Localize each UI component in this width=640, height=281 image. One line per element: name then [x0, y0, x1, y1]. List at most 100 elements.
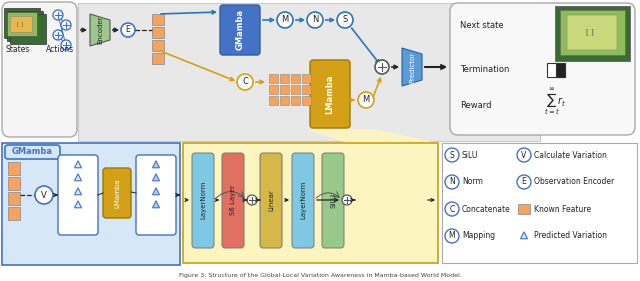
FancyBboxPatch shape [58, 155, 98, 235]
Circle shape [121, 23, 135, 37]
Text: Observation Encoder: Observation Encoder [534, 178, 614, 187]
Bar [280, 85, 289, 94]
Circle shape [53, 30, 63, 40]
Bar [567, 15, 617, 50]
Bar [280, 96, 289, 105]
Bar [269, 74, 278, 83]
Polygon shape [74, 201, 81, 208]
Bar [152, 14, 164, 25]
Text: Predicted Variation: Predicted Variation [534, 232, 607, 241]
Text: Next state: Next state [460, 21, 504, 30]
Text: S: S [450, 151, 454, 160]
Polygon shape [152, 188, 159, 195]
Text: Known Feature: Known Feature [534, 205, 591, 214]
Circle shape [517, 148, 531, 162]
Bar [302, 96, 311, 105]
Text: LMamba: LMamba [114, 178, 120, 208]
Text: V: V [41, 191, 47, 200]
Circle shape [337, 12, 353, 28]
FancyBboxPatch shape [450, 3, 635, 135]
Bar [7, 11, 43, 41]
Text: Figure 3: Structure of the Global-Local Variation Awareness in Mamba-based World: Figure 3: Structure of the Global-Local … [179, 273, 461, 278]
Bar [8, 177, 20, 190]
Polygon shape [74, 161, 81, 168]
Text: Mapping: Mapping [462, 232, 495, 241]
Circle shape [445, 202, 459, 216]
Circle shape [358, 92, 374, 108]
Text: Encoder: Encoder [97, 16, 103, 44]
Text: Concatenate: Concatenate [462, 205, 511, 214]
Text: [ ]: [ ] [586, 29, 594, 35]
Text: [ ]: [ ] [17, 22, 23, 26]
Circle shape [237, 74, 253, 90]
Text: N: N [312, 15, 318, 24]
Text: C: C [449, 205, 454, 214]
Circle shape [61, 40, 71, 50]
Text: Linear: Linear [268, 189, 274, 211]
Text: SiLU: SiLU [462, 151, 478, 160]
Text: GMamba: GMamba [236, 10, 244, 51]
Text: Reward: Reward [460, 101, 492, 110]
Bar [442, 143, 637, 263]
Circle shape [307, 12, 323, 28]
Bar [152, 53, 164, 64]
Bar [269, 85, 278, 94]
Text: S: S [342, 15, 348, 24]
FancyBboxPatch shape [322, 153, 344, 248]
Text: M: M [449, 232, 455, 241]
Bar [269, 96, 278, 105]
Bar [302, 74, 311, 83]
Bar [183, 143, 438, 263]
Bar [280, 74, 289, 83]
Text: C: C [242, 78, 248, 87]
Polygon shape [520, 232, 527, 239]
Bar [4, 8, 40, 38]
Bar [78, 3, 540, 141]
Text: LayerNorm: LayerNorm [200, 181, 206, 219]
Polygon shape [74, 188, 81, 195]
FancyBboxPatch shape [292, 153, 314, 248]
Bar [7, 12, 37, 36]
Bar [8, 207, 20, 220]
Text: GMamba: GMamba [12, 148, 52, 157]
Polygon shape [90, 14, 110, 46]
Bar [291, 96, 300, 105]
Bar [560, 10, 625, 55]
Text: Predictor: Predictor [409, 51, 415, 83]
Text: LayerNorm: LayerNorm [300, 181, 306, 219]
FancyBboxPatch shape [136, 155, 176, 235]
Bar [302, 85, 311, 94]
FancyBboxPatch shape [5, 145, 60, 159]
Text: $\sum_{t=t}^{\infty} r_t$: $\sum_{t=t}^{\infty} r_t$ [544, 87, 566, 117]
Circle shape [445, 229, 459, 243]
Text: M: M [362, 96, 370, 105]
Polygon shape [402, 48, 422, 86]
Circle shape [517, 175, 531, 189]
Polygon shape [152, 201, 159, 208]
Bar [8, 192, 20, 205]
Circle shape [247, 195, 257, 205]
Text: E: E [522, 178, 526, 187]
Bar [291, 74, 300, 83]
Bar [152, 40, 164, 51]
Bar [10, 14, 46, 44]
Polygon shape [310, 130, 435, 143]
FancyBboxPatch shape [2, 2, 77, 137]
Bar [152, 27, 164, 38]
Circle shape [277, 12, 293, 28]
Bar [291, 85, 300, 94]
Text: N: N [449, 178, 455, 187]
FancyBboxPatch shape [222, 153, 244, 248]
FancyBboxPatch shape [192, 153, 214, 248]
Circle shape [445, 148, 459, 162]
Bar [10, 16, 32, 32]
Bar [518, 204, 530, 214]
Bar [2, 143, 180, 265]
Circle shape [445, 175, 459, 189]
Text: Norm: Norm [462, 178, 483, 187]
FancyBboxPatch shape [310, 60, 350, 128]
Polygon shape [152, 161, 159, 168]
Text: M: M [282, 15, 289, 24]
FancyBboxPatch shape [220, 5, 260, 55]
Circle shape [61, 20, 71, 30]
